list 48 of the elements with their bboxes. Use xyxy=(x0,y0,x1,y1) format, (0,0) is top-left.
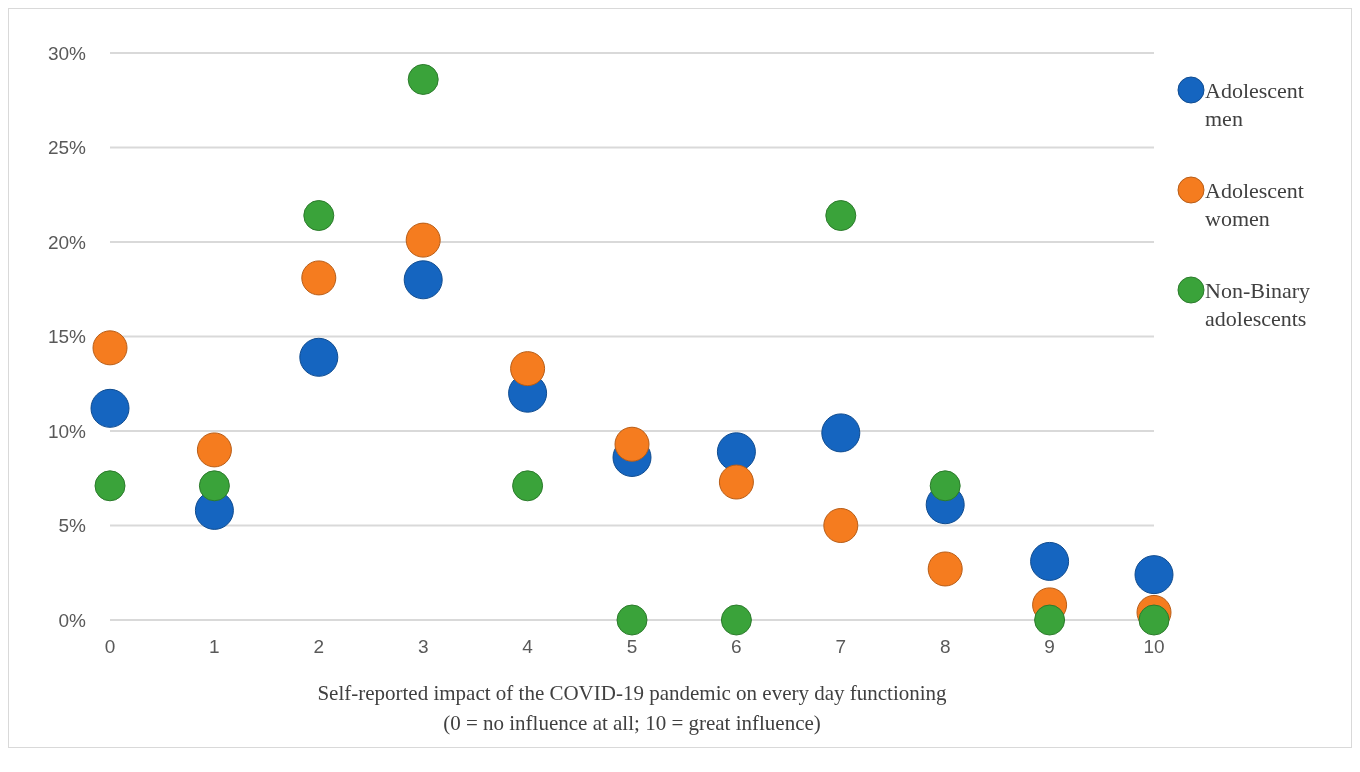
x-tick-label: 7 xyxy=(835,636,847,657)
point xyxy=(512,470,544,502)
y-tick-label: 20% xyxy=(47,231,87,253)
x-tick-label: 8 xyxy=(939,636,951,657)
legend-label: Adolescent men xyxy=(1205,77,1304,132)
y-tick-label: 25% xyxy=(47,137,87,159)
y-tick-label: 0% xyxy=(58,609,87,631)
x-tick-label: 10 xyxy=(1143,636,1165,657)
point xyxy=(825,200,857,232)
point xyxy=(614,426,650,462)
x-tick-label: 0 xyxy=(104,636,116,657)
x-tick-label: 4 xyxy=(522,636,534,657)
point xyxy=(407,63,439,95)
point xyxy=(720,604,752,636)
y-tick-label: 30% xyxy=(47,42,87,64)
point xyxy=(301,260,337,296)
x-tick-label: 3 xyxy=(417,636,429,657)
point xyxy=(823,508,859,543)
point xyxy=(303,200,335,232)
point xyxy=(90,388,130,428)
point xyxy=(616,604,648,636)
point xyxy=(718,464,754,500)
point xyxy=(510,351,546,387)
x-tick-label: 5 xyxy=(626,636,638,657)
x-axis-title: Self-reported impact of the COVID-19 pandemic on every day functioning (0 = no influence at all; 10 = great influence) xyxy=(317,681,948,735)
point xyxy=(405,222,441,258)
point xyxy=(92,330,128,366)
point xyxy=(198,470,230,502)
x-tick-label: 6 xyxy=(731,636,742,657)
point xyxy=(94,470,126,502)
point xyxy=(1138,604,1170,636)
point xyxy=(927,551,963,587)
point xyxy=(299,337,339,377)
legend-label: Adolescent women xyxy=(1205,177,1304,232)
x-tick-label: 1 xyxy=(209,636,220,657)
point xyxy=(929,470,961,502)
point xyxy=(821,413,861,453)
x-tick-label: 9 xyxy=(1044,636,1055,657)
y-tick-label: 15% xyxy=(47,326,87,348)
y-tick-label: 10% xyxy=(47,420,87,442)
y-tick-label: 5% xyxy=(58,515,87,537)
point xyxy=(1134,555,1174,595)
point xyxy=(196,432,232,468)
point xyxy=(1030,541,1070,581)
point xyxy=(1034,604,1066,636)
point xyxy=(403,260,443,300)
x-tick-label: 2 xyxy=(313,636,325,657)
legend-label: Non-Binary adolescents xyxy=(1205,277,1311,332)
